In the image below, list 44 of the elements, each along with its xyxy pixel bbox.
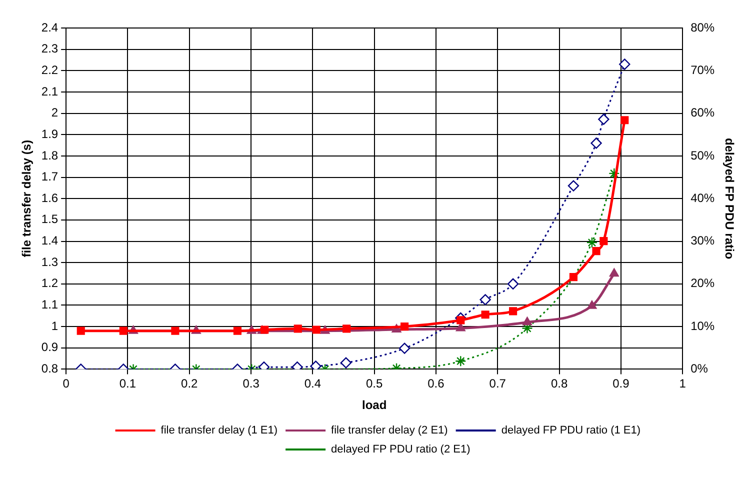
y-tick-label: 0.9 [41, 340, 58, 354]
legend-label: delayed FP PDU ratio (2 E1) [331, 444, 470, 456]
y-tick-label: 1.1 [41, 298, 58, 312]
x-tick-label: 0.6 [428, 376, 445, 391]
y2-tick-label: 50% [690, 148, 715, 162]
legend-label: file transfer delay (2 E1) [331, 424, 448, 437]
x-tick-label: 0.7 [489, 376, 506, 391]
legend-label: file transfer delay (1 E1) [160, 424, 278, 437]
y-tick-label: 2.1 [41, 84, 58, 98]
y-tick-label: 2.3 [41, 42, 58, 56]
y-tick-label: 1.5 [41, 212, 58, 226]
y2-tick-label: 80% [690, 20, 715, 34]
y2-tick-label: 70% [690, 62, 715, 77]
x-tick-label: 0.8 [550, 376, 568, 391]
y-tick-label: 0.8 [41, 362, 58, 376]
y-axis-title: file transfer delay (s) [20, 140, 34, 258]
x-tick-label: 0.5 [366, 376, 383, 391]
x-tick-label: 0.9 [612, 376, 630, 391]
x-tick-label: 0.1 [119, 376, 136, 391]
x-tick-label: 1 [679, 376, 686, 391]
y-tick-label: 2.4 [41, 20, 58, 34]
y2-tick-label: 0% [690, 362, 708, 376]
x-tick-label: 0 [62, 376, 70, 391]
y-tick-label: 1.9 [41, 126, 58, 141]
y2-axis-title: delayed FP PDU ratio [722, 138, 736, 260]
y2-tick-label: 30% [690, 234, 715, 248]
y2-tick-label: 40% [690, 190, 715, 205]
y-tick-label: 2 [51, 106, 58, 120]
x-tick-label: 0.3 [242, 376, 260, 391]
y-tick-label: 2.2 [41, 62, 58, 77]
y-tick-label: 1.6 [41, 190, 58, 205]
y-tick-label: 1.4 [41, 234, 58, 248]
y-tick-label: 1 [51, 318, 58, 333]
x-tick-label: 0.2 [181, 376, 198, 391]
x-axis-title: load [362, 398, 387, 412]
y2-tick-label: 20% [690, 276, 715, 290]
y-tick-label: 1.3 [41, 254, 58, 269]
legend-label: delayed FP PDU ratio (1 E1) [501, 424, 641, 437]
y-tick-label: 1.7 [41, 170, 58, 184]
y2-tick-label: 10% [690, 318, 715, 333]
y-tick-label: 1.8 [41, 148, 58, 162]
x-tick-label: 0.4 [304, 376, 322, 391]
y2-tick-label: 60% [690, 106, 715, 120]
y-tick-label: 1.2 [41, 276, 58, 290]
